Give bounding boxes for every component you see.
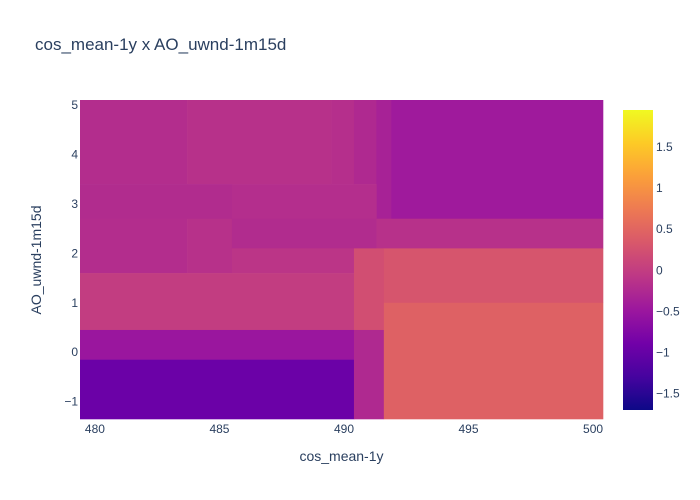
colorbar-tick-label: 1.5 <box>656 140 673 154</box>
heatmap-cell <box>331 100 355 185</box>
y-tick-label: 4 <box>71 147 78 161</box>
y-tick-label: −1 <box>64 395 78 409</box>
heatmap-cells <box>80 100 604 420</box>
colorbar <box>623 110 653 410</box>
heatmap-cell <box>376 218 604 249</box>
colorbar-tick-label: −1 <box>656 345 670 359</box>
heatmap-cell <box>80 100 188 185</box>
y-tick-label: 3 <box>71 197 78 211</box>
heatmap-cell <box>353 100 377 185</box>
heatmap-cell <box>80 184 233 219</box>
y-axis-title: AO_uwnd-1m15d <box>28 206 44 315</box>
colorbar-tick-label: 1 <box>656 181 663 195</box>
x-axis-title: cos_mean-1y <box>299 448 383 464</box>
y-tick-label: 1 <box>71 296 78 310</box>
y-tick-label: 2 <box>71 246 78 260</box>
colorbar-tick-label: −0.5 <box>656 304 680 318</box>
x-tick-label: 490 <box>334 422 354 436</box>
colorbar-tick-label: −1.5 <box>656 387 680 401</box>
heatmap-cell <box>80 359 355 420</box>
colorbar-ticks: 1.5 1 0.5 0 −0.5 −1 −1.5 <box>656 140 680 401</box>
heatmap-cell <box>376 100 392 219</box>
heatmap-cell <box>353 248 385 331</box>
colorbar-tick-label: 0.5 <box>656 222 673 236</box>
chart-title: cos_mean-1y x AO_uwnd-1m15d <box>35 35 286 54</box>
y-axis-ticks: −1 0 1 2 3 4 5 <box>64 98 78 409</box>
heatmap-cell <box>231 184 377 219</box>
heatmap-cell <box>187 100 332 185</box>
heatmap-cell <box>383 248 604 304</box>
heatmap-cell <box>80 218 188 274</box>
heatmap-cell <box>353 329 385 420</box>
x-tick-label: 500 <box>583 422 603 436</box>
heatmap-cell <box>231 218 377 249</box>
x-tick-label: 480 <box>85 422 105 436</box>
y-tick-label: 5 <box>71 98 78 112</box>
colorbar-tick-label: 0 <box>656 263 663 277</box>
x-tick-label: 485 <box>209 422 229 436</box>
heatmap-cell <box>383 302 604 420</box>
heatmap-cell <box>80 329 355 360</box>
y-tick-label: 0 <box>71 345 78 359</box>
heatmap-cell <box>187 218 233 274</box>
heatmap-cell <box>231 248 355 274</box>
x-tick-label: 495 <box>458 422 478 436</box>
x-axis-ticks: 480 485 490 495 500 <box>85 422 603 436</box>
heatmap-cell <box>80 273 355 331</box>
heatmap-cell <box>391 100 604 219</box>
